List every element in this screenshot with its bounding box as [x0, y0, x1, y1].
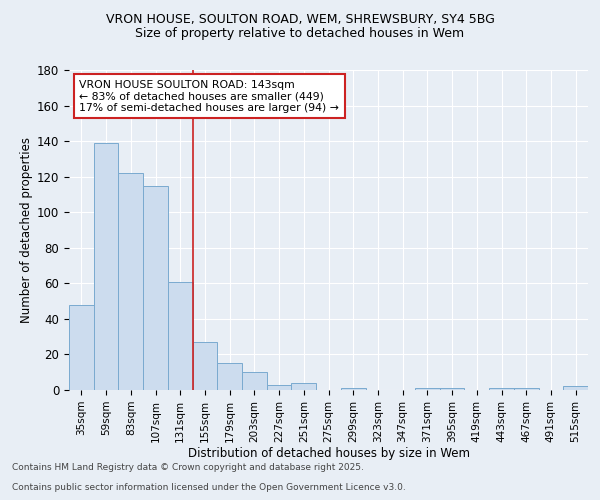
Bar	[168, 282, 193, 390]
Bar	[440, 388, 464, 390]
Bar	[143, 186, 168, 390]
Bar	[267, 384, 292, 390]
Text: VRON HOUSE, SOULTON ROAD, WEM, SHREWSBURY, SY4 5BG: VRON HOUSE, SOULTON ROAD, WEM, SHREWSBUR…	[106, 12, 494, 26]
Bar	[94, 143, 118, 390]
Text: Contains HM Land Registry data © Crown copyright and database right 2025.: Contains HM Land Registry data © Crown c…	[12, 464, 364, 472]
Bar	[563, 386, 588, 390]
Bar	[514, 388, 539, 390]
Bar	[415, 388, 440, 390]
Bar	[118, 173, 143, 390]
Text: Contains public sector information licensed under the Open Government Licence v3: Contains public sector information licen…	[12, 484, 406, 492]
X-axis label: Distribution of detached houses by size in Wem: Distribution of detached houses by size …	[187, 448, 470, 460]
Text: Size of property relative to detached houses in Wem: Size of property relative to detached ho…	[136, 28, 464, 40]
Bar	[489, 388, 514, 390]
Bar	[69, 304, 94, 390]
Y-axis label: Number of detached properties: Number of detached properties	[20, 137, 33, 323]
Text: VRON HOUSE SOULTON ROAD: 143sqm
← 83% of detached houses are smaller (449)
17% o: VRON HOUSE SOULTON ROAD: 143sqm ← 83% of…	[79, 80, 339, 113]
Bar	[341, 388, 365, 390]
Bar	[193, 342, 217, 390]
Bar	[242, 372, 267, 390]
Bar	[217, 364, 242, 390]
Bar	[292, 383, 316, 390]
